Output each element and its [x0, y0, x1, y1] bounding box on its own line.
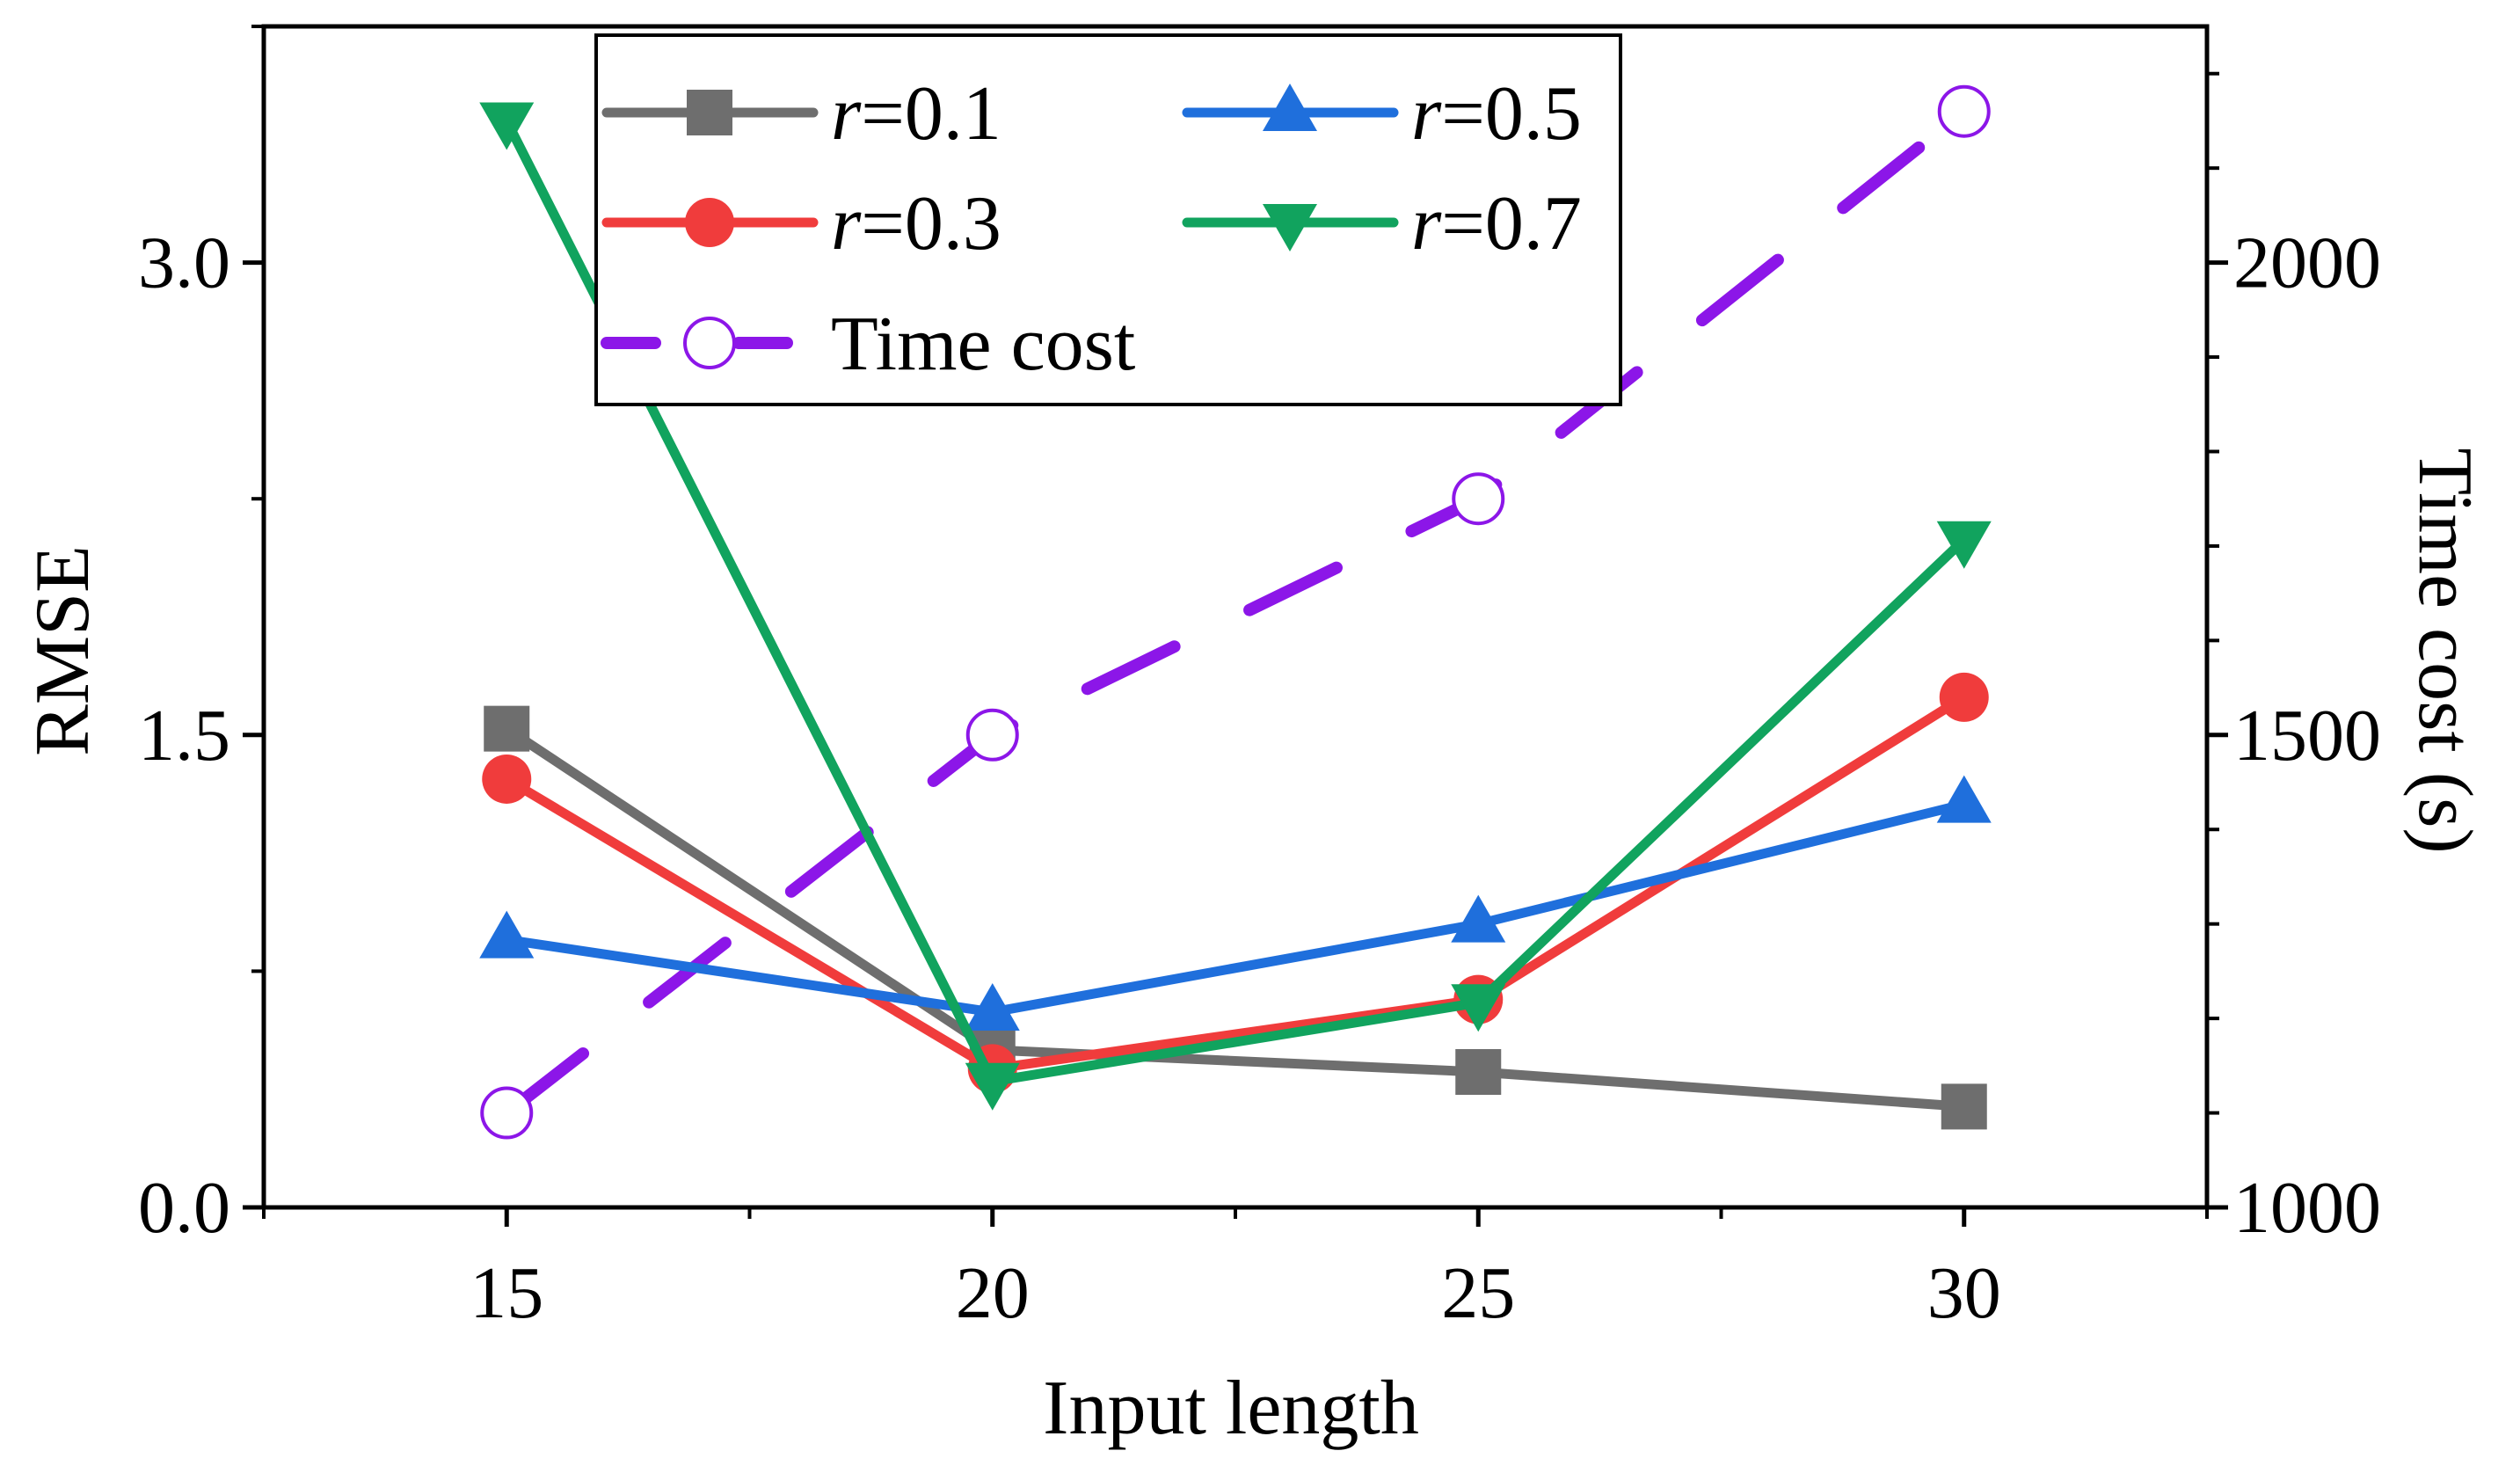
series-r-0-1 — [484, 705, 1987, 1130]
data-point — [965, 1062, 1020, 1111]
x-tick-label: 30 — [1927, 1252, 2001, 1334]
series-r-0-5 — [479, 775, 1992, 1031]
legend-item: r=0.3 — [601, 181, 1001, 266]
y-axis-title: RMSE — [20, 545, 106, 756]
series-r-0-7 — [479, 102, 1992, 1111]
data-point — [482, 754, 532, 804]
x-tick-label: 20 — [956, 1252, 1030, 1334]
legend-marker — [685, 198, 734, 247]
data-point — [1451, 984, 1506, 1032]
y2-tick-label: 1500 — [2233, 695, 2381, 776]
data-point — [479, 910, 535, 959]
y-tick-label: 3.0 — [138, 222, 230, 304]
series-line — [504, 725, 1965, 1112]
y-tick-label: 1.5 — [138, 695, 230, 776]
data-point — [1936, 521, 1992, 569]
y2-tick-label: 1000 — [2233, 1167, 2381, 1249]
data-point — [965, 982, 1020, 1031]
series-line — [500, 105, 1970, 1119]
data-point — [480, 1086, 534, 1140]
y2-tick-label: 2000 — [2233, 222, 2381, 304]
x-tick-label: 15 — [470, 1252, 543, 1334]
legend-label: r=0.3 — [831, 181, 1001, 266]
legend-label: Time cost — [831, 302, 1135, 387]
legend-marker — [1263, 84, 1317, 131]
legend-label: r=0.1 — [831, 71, 1001, 157]
series-line — [502, 118, 1968, 1087]
data-point — [1452, 472, 1505, 526]
legend-marker — [683, 317, 736, 369]
legend-item: r=0.1 — [601, 71, 1001, 157]
legend-label: r=0.5 — [1411, 71, 1582, 157]
x-axis-title: Input length — [1043, 1366, 1419, 1451]
legend-item: r=0.7 — [1182, 181, 1582, 266]
legend: r=0.1 r=0.5 r=0.3 r=0.7 Time cost — [594, 33, 1622, 406]
legend-marker — [687, 90, 732, 135]
x-tick-label: 25 — [1441, 1252, 1515, 1334]
legend-marker — [1263, 204, 1317, 252]
series-line — [506, 799, 1966, 1017]
legend-item: Time cost — [601, 302, 1135, 387]
data-point — [479, 102, 535, 150]
data-point — [484, 705, 530, 752]
series-layer — [479, 84, 1992, 1140]
axes-layer: 15 20 25 30 0.0 1.5 3.0 1000 1500 2000 — [138, 25, 2381, 1334]
y2-axis-title: Time cost (s) — [2402, 448, 2487, 853]
legend-item: r=0.5 — [1182, 71, 1582, 157]
series-time-cost — [480, 84, 1991, 1140]
data-point — [1941, 1083, 1987, 1130]
data-point — [1455, 1049, 1502, 1096]
data-point — [1451, 894, 1506, 943]
data-point — [1937, 84, 1991, 138]
data-point — [965, 708, 1019, 762]
y-tick-label: 0.0 — [138, 1167, 230, 1249]
data-point — [1939, 672, 1989, 722]
legend-label: r=0.7 — [1411, 181, 1582, 266]
series-line — [504, 693, 1967, 1074]
data-point — [1936, 775, 1992, 823]
